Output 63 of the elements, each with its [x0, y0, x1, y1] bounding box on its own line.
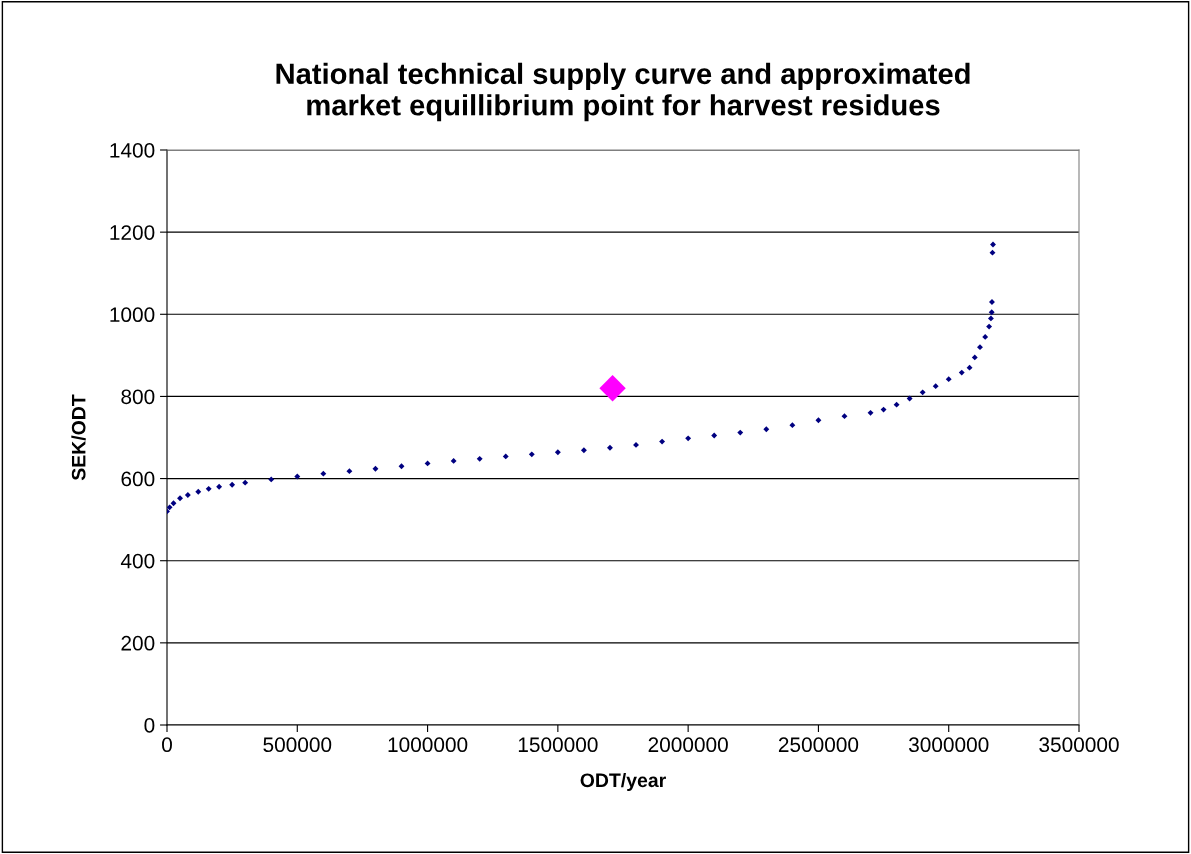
- point: [580, 447, 587, 454]
- y-axis-title: SEK/ODT: [71, 394, 86, 481]
- point: [841, 413, 848, 420]
- point: [867, 409, 874, 416]
- point: [659, 438, 666, 445]
- point: [205, 485, 212, 492]
- x-tick-label: 3000000: [908, 737, 989, 753]
- point: [990, 241, 996, 248]
- point: [906, 395, 913, 402]
- point: [988, 309, 995, 316]
- x-tick-label: 1000000: [388, 737, 468, 753]
- point: [242, 479, 249, 486]
- point: [989, 249, 996, 256]
- point: [476, 455, 483, 462]
- point: [450, 457, 457, 464]
- y-tick-label: 200: [121, 635, 155, 651]
- point: [599, 375, 626, 402]
- point: [184, 492, 191, 498]
- y-tick-label: 800: [121, 389, 155, 405]
- point: [815, 417, 822, 424]
- chart-title: National technical supply curve and approximated market equillibrium point for harvest residues: [276, 62, 970, 122]
- point: [229, 481, 236, 488]
- point: [633, 441, 639, 448]
- point: [170, 500, 177, 507]
- point: [372, 465, 379, 472]
- point: [987, 315, 994, 322]
- point: [346, 468, 353, 475]
- x-tick-label: 500000: [263, 737, 332, 753]
- point: [789, 422, 796, 429]
- point: [216, 483, 223, 490]
- point: [711, 432, 718, 439]
- x-tick-label: 1500000: [518, 737, 598, 753]
- point: [977, 344, 983, 351]
- point: [554, 449, 561, 456]
- point: [685, 435, 692, 442]
- point: [528, 451, 535, 458]
- x-axis-title: ODT/year: [580, 772, 666, 792]
- point: [982, 333, 989, 340]
- y-tick-label: 400: [120, 553, 155, 569]
- x-tick-label: 2500000: [778, 737, 859, 753]
- y-tick-label: 600: [121, 471, 155, 487]
- point: [986, 323, 993, 330]
- point: [424, 460, 431, 467]
- y-tick-label: 1200: [110, 225, 155, 240]
- point: [177, 495, 183, 502]
- point: [502, 453, 509, 460]
- point: [966, 364, 973, 371]
- point: [932, 383, 939, 390]
- y-tick-label: 1400: [110, 143, 155, 158]
- point: [971, 354, 978, 361]
- x-tick-label: 0: [162, 737, 172, 753]
- point: [294, 473, 301, 480]
- y-tick-label: 0: [144, 718, 155, 733]
- y-tick-label: 1000: [110, 307, 155, 323]
- point: [167, 504, 173, 511]
- point: [945, 376, 952, 383]
- point: [398, 463, 405, 470]
- point: [268, 476, 275, 483]
- point: [607, 444, 613, 451]
- x-tick-label: 3500000: [1039, 737, 1119, 753]
- x-tick-label: 2000000: [648, 737, 728, 753]
- point: [737, 429, 744, 436]
- point: [958, 369, 965, 376]
